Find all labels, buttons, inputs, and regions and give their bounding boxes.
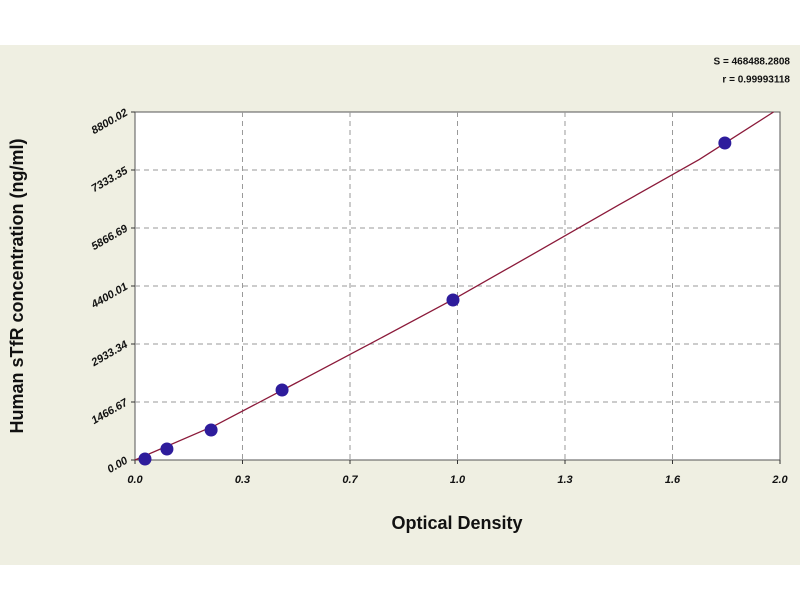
x-tick-label: 1.0 — [450, 474, 466, 486]
x-tick-label: 1.6 — [665, 474, 681, 486]
data-point — [446, 293, 460, 307]
data-point — [204, 423, 218, 437]
x-tick-label: 1.3 — [557, 474, 572, 486]
data-point — [160, 442, 174, 456]
annotation: r = 0.99993118 — [722, 75, 790, 86]
x-axis-title: Optical Density — [391, 513, 522, 533]
x-tick-label: 0.7 — [342, 474, 358, 486]
x-tick-label: 2.0 — [771, 474, 788, 486]
data-point — [275, 383, 289, 397]
data-point — [138, 452, 152, 466]
annotation: S = 468488.2808 — [714, 57, 791, 68]
data-point — [718, 136, 732, 150]
x-tick-label: 0.3 — [235, 474, 250, 486]
x-tick-label: 0.0 — [127, 474, 143, 486]
y-axis-title: Human sTfR concentration (ng/ml) — [7, 138, 27, 433]
